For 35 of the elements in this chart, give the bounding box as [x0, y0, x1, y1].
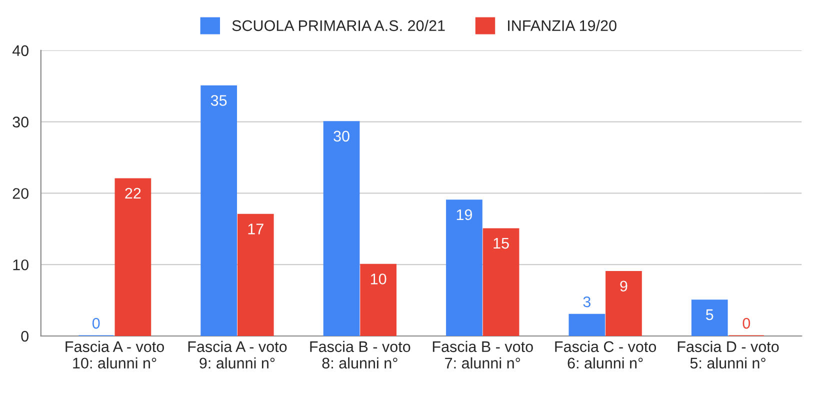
- bar: [200, 85, 237, 336]
- y-tick-label: 40: [12, 45, 28, 56]
- bar: [606, 271, 642, 336]
- bar: [568, 314, 606, 336]
- y-tick-label: 0: [21, 330, 28, 342]
- x-tick-label: Fascia B - voto 8: alunni n°: [310, 340, 410, 369]
- bar: [323, 121, 360, 336]
- data-label: 22: [125, 188, 141, 199]
- data-label: 0: [92, 318, 100, 329]
- legend-label: SCUOLA PRIMARIA A.S. 20/21: [232, 20, 445, 32]
- bar: [237, 214, 274, 336]
- legend-label: INFANZIA 19/20: [508, 20, 616, 32]
- y-tick-label: 30: [12, 116, 28, 128]
- data-label: 15: [494, 238, 509, 249]
- y-tick-label: 10: [13, 259, 28, 270]
- data-label: 3: [583, 296, 590, 308]
- bar: [446, 200, 482, 336]
- data-label: 5: [706, 309, 714, 320]
- data-label: 30: [334, 130, 350, 142]
- x-tick-label: Fascia D - voto 5: alunni n°: [678, 340, 779, 369]
- bar: [114, 178, 152, 336]
- bar: [691, 300, 728, 336]
- bar: [360, 264, 397, 336]
- x-tick-label: Fascia C - voto 6: alunni n°: [555, 340, 656, 369]
- data-label: 19: [456, 209, 472, 220]
- data-label: 10: [370, 274, 386, 284]
- data-label: 9: [620, 280, 628, 292]
- data-label: 35: [210, 95, 227, 106]
- x-tick-label: Fascia A - voto 10: alunni n°: [66, 340, 164, 369]
- bar: [482, 228, 520, 336]
- data-label: 17: [248, 224, 264, 234]
- x-tick-label: Fascia B - voto 7: alunni n°: [432, 340, 533, 369]
- data-label: 0: [742, 318, 750, 329]
- x-tick-label: Fascia A - voto 9: alunni n°: [188, 340, 287, 369]
- y-tick-label: 20: [12, 188, 28, 199]
